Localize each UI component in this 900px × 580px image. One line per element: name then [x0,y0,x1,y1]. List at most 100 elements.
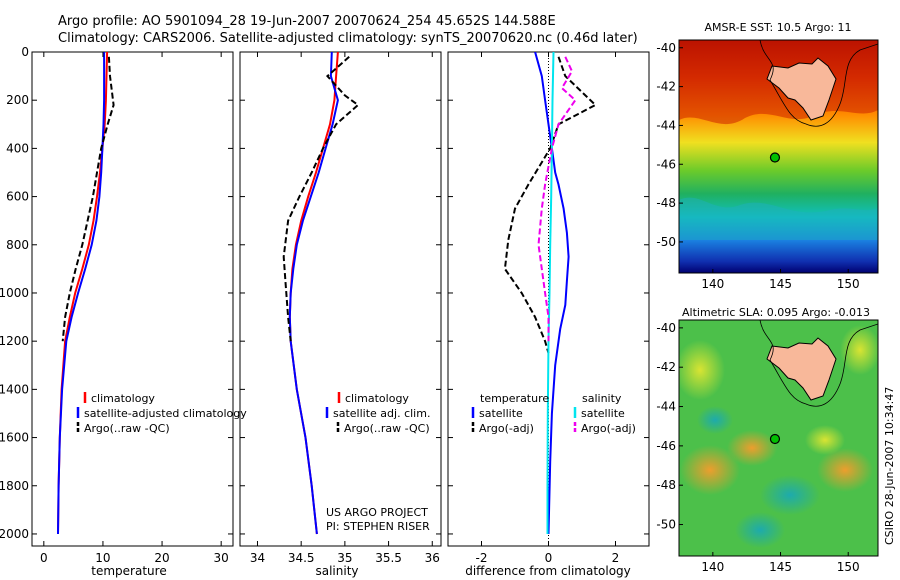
x-tick-label: 2 [612,551,620,565]
figure-title-line2: Climatology: CARS2006. Satellite-adjuste… [58,31,638,46]
map-y-tick-label: -48 [656,478,676,492]
sla-anomaly-moderate [840,325,878,375]
series-line-temperature-argo-adj- [503,56,598,354]
series-line-salinity-satellite [546,52,555,534]
map-y-tick-label: -46 [656,439,676,453]
project-line2: PI: STEPHEN RISER [326,520,430,533]
map-y-tick-label: -46 [656,157,676,171]
legend-label-sal-argo: Argo(-adj) [581,422,636,435]
tasmania-landmass [766,337,837,401]
sla-anomaly-high [817,448,873,492]
x-tick-label: 36 [425,551,440,565]
y-tick-label: 400 [6,141,29,155]
map-axis-ticks: 140 145 150 -40 -42 -44 -46 -48 -50 140 145 150 -40 -… [656,41,859,574]
sla-map-title: Altimetric SLA: 0.095 Argo: -0.013 [682,306,870,319]
difference-legend: temperature salinity satellite satellite… [471,392,636,435]
series-line-argo-raw-qc- [282,56,360,342]
legend-label-climatology: climatology [345,392,409,405]
x-tick-label: 35 [337,551,352,565]
salinity-plot-area [282,52,360,535]
legend-header-temperature: temperature [480,392,549,405]
map-x-tick-label: 145 [769,560,792,574]
y-tick-label: 1600 [0,431,29,445]
temperature-panel-frame [31,51,234,547]
legend-header-salinity: salinity [582,392,622,405]
project-line1: US ARGO PROJECT [326,506,428,519]
series-line-temperature-satellite [534,52,570,535]
series-line-satellite-adjusted-climatology [57,52,106,535]
legend-label-sal-satellite: satellite [581,407,625,420]
map-x-tick-label: 145 [769,277,792,291]
x-tick-label: 34.5 [288,551,315,565]
side-timestamp: CSIRO 28-Jun-2007 10:34:47 [883,387,896,545]
x-tick-label: 30 [214,551,229,565]
sst-contour [759,40,878,127]
sst-map-frame [678,39,879,274]
x-tick-label: 35.5 [375,551,402,565]
map-y-tick-label: -48 [656,196,676,210]
map-y-tick-label: -42 [656,80,676,94]
sla-anomaly-high [680,445,740,495]
map-x-tick-label: 150 [837,560,860,574]
difference-plot-area [503,52,598,546]
sla-float-marker [769,433,781,445]
figure-title-line1: Argo profile: AO 5901094_28 19-Jun-2007 … [58,14,556,29]
legend-label-temp-satellite: satellite [479,407,523,420]
legend-label-satellite: satellite-adjusted climatology [84,407,247,420]
salinity-panel-frame [239,51,442,547]
salinity-legend: climatology satellite adj. clim. Argo(..… [325,392,430,435]
map-y-tick-label: -50 [656,518,676,532]
y-tick-label: 1200 [0,334,29,348]
legend-label-argo: Argo(..raw -QC) [344,422,430,435]
difference-xlabel: difference from climatology [465,564,631,578]
y-tick-label: 2000 [0,527,29,541]
salinity-xlabel: salinity [315,564,358,578]
series-line-climatology [57,52,109,535]
y-tick-label: 1400 [0,382,29,396]
x-tick-label: 20 [154,551,169,565]
series-line-climatology [288,52,339,535]
series-line-argo-raw-qc- [61,56,115,342]
map-x-tick-label: 150 [837,277,860,291]
x-tick-label: 0 [40,551,48,565]
sst-float-marker [769,152,781,163]
sla-anomaly-low [697,406,733,434]
y-tick-label: 1800 [0,479,29,493]
y-tick-label: 0 [21,45,29,59]
sla-contour [759,320,878,407]
y-tick-label: 1000 [0,286,29,300]
y-tick-label: 800 [6,238,29,252]
sla-anomaly-moderate [679,340,725,400]
x-tick-label: 0 [545,551,553,565]
temperature-plot-area [57,52,115,535]
tasmania-landmass [766,57,837,121]
temperature-xlabel: temperature [91,564,166,578]
legend-label-temp-argo: Argo(-adj) [479,422,534,435]
x-tick-label: -2 [476,551,488,565]
legend-label-climatology: climatology [91,392,155,405]
map-y-tick-label: -40 [656,321,676,335]
map-y-tick-label: -40 [656,41,676,55]
map-x-tick-label: 140 [701,560,724,574]
map-y-tick-label: -44 [656,118,676,132]
series-line-satellite-adj-clim- [288,52,339,535]
sla-anomaly-low [735,512,785,548]
sst-cool-band [679,197,878,240]
legend-label-argo: Argo(..raw -QC) [84,422,170,435]
legend-label-satellite: satellite adj. clim. [333,407,430,420]
sla-anomaly-moderate [805,425,845,455]
map-y-tick-label: -42 [656,360,676,374]
sst-map-title: AMSR-E SST: 10.5 Argo: 11 [704,21,851,34]
sla-anomaly-low [760,475,820,515]
map-y-tick-label: -44 [656,400,676,414]
map-y-tick-label: -50 [656,235,676,249]
x-tick-label: 34 [250,551,265,565]
axis-ticks: 0 10 20 30020040060080010001200140016001800… [0,45,649,565]
y-tick-label: 200 [6,93,29,107]
y-tick-label: 600 [6,190,29,204]
map-x-tick-label: 140 [701,277,724,291]
series-line-salinity-argo-adj- [537,56,577,342]
x-tick-label: 10 [95,551,110,565]
temperature-legend: climatology satellite-adjusted climatolo… [76,392,247,435]
